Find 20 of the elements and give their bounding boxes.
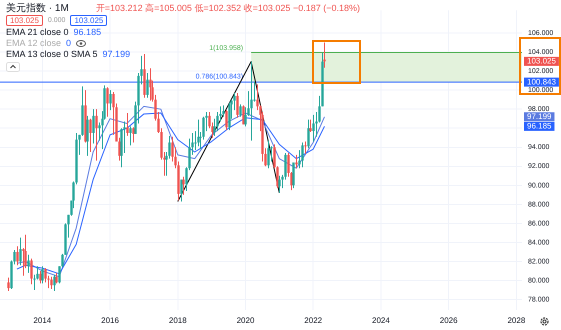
x-tick-label: 2024 [372,316,390,326]
text: 96.185 [527,122,552,131]
candlestick [323,42,326,68]
annotation: 103.025 [70,15,108,26]
x-tick-label: 2020 [236,316,255,326]
x-tick-label: 2026 [440,316,458,326]
text: 97.199 [527,112,552,121]
annotation: EMA 21 close 0 96.185 [6,27,102,38]
annotation: 开=103.212 高=105.005 低=102.352 收=103.025 −0.187 (−0.18%) [96,3,360,14]
x-tick-label: 2014 [33,316,52,326]
x-tick-label: 2016 [101,316,120,326]
annotation: EMA 13 close 0 SMA 5 97.199 [6,49,130,60]
x-tick-label: 2022 [304,316,323,326]
text: 103.025 [527,56,556,66]
x-tick-label: 2018 [168,316,188,326]
chart-title: 美元指数 · 1M [6,3,69,14]
text: 100.843 [527,77,556,86]
annotation: 103.025 [6,15,43,26]
annotation: EMA 12 close 0 [6,38,72,49]
x-tick-label: 2028 [507,316,526,326]
